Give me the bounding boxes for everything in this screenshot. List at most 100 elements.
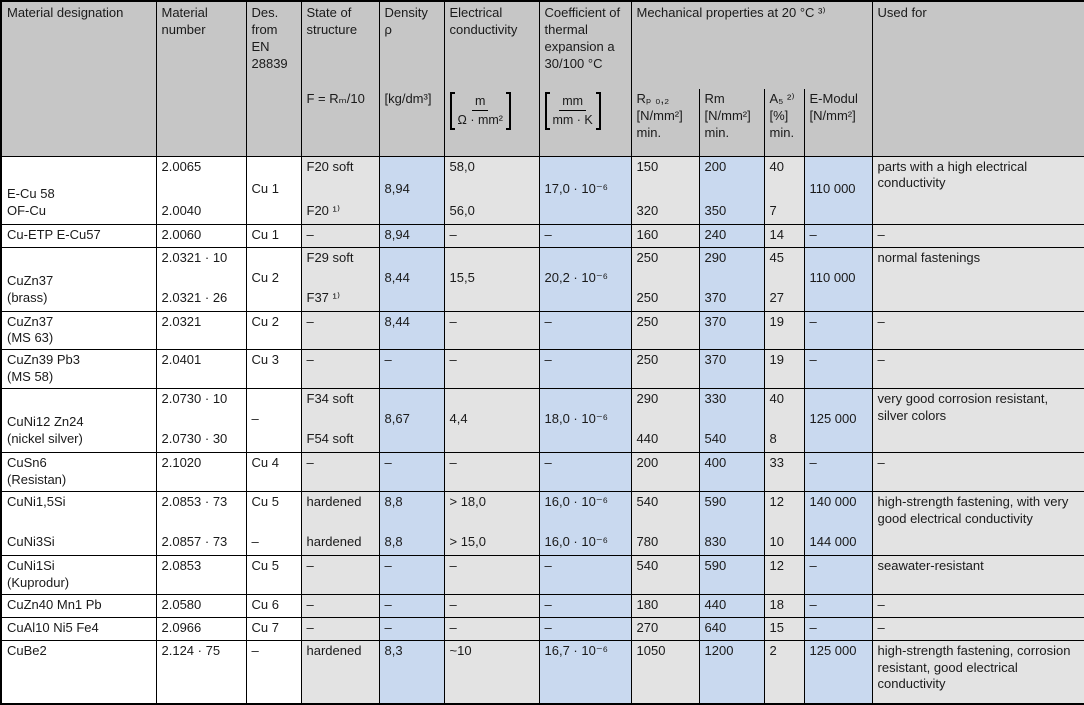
cell-rp02: 290 440 <box>630 388 700 454</box>
cell-rp02: 250 <box>630 310 700 351</box>
cell-text: 8,94 <box>384 226 410 242</box>
cell-density: – <box>378 554 445 595</box>
cell-text: 125 000 <box>809 411 857 427</box>
cell-text: 110 000 <box>809 180 856 196</box>
table-row: CuNi12 Zn24 (nickel silver) 2.0730 · 10 2.0… <box>0 388 1084 454</box>
cell-text: – <box>251 642 259 658</box>
header-row-titles: Material designation Material number Des… <box>0 0 1084 89</box>
table-row: CuAl10 Ni5 Fe4 2.0966 Cu 7 – – – – 270 640 15 – – <box>0 616 1084 641</box>
cell-text: OF-Cu <box>7 202 46 218</box>
cell-text: CuAl10 Ni5 Fe4 <box>7 619 99 635</box>
cell-rm: 590 830 <box>698 490 765 556</box>
header-spacer-designation <box>0 89 157 157</box>
cell-text: 160 <box>636 226 659 242</box>
cell-text: 12 <box>769 557 784 573</box>
cell-rm: 1200 <box>698 639 765 705</box>
cell-emodul: – <box>803 349 873 390</box>
cell-text: 14 <box>769 226 784 242</box>
cell-expansion: 17,0 · 10⁻⁶ <box>538 155 632 225</box>
cell-text: 780 <box>636 533 659 549</box>
cell-text: > 18,0 <box>449 493 487 509</box>
cell-des_en: Cu 6 <box>245 593 302 618</box>
header-spacer-des-en <box>245 89 302 157</box>
cell-des_en: Cu 5 – <box>245 490 302 556</box>
table-header: Material designation Material number Des… <box>0 0 1084 157</box>
cell-text: – <box>306 455 314 471</box>
cell-text: – <box>449 557 457 573</box>
cell-a5: 40 8 <box>763 388 805 454</box>
cell-text: (MS 58) <box>7 369 54 385</box>
cell-text: CuBe2 <box>7 642 47 658</box>
cell-text: – <box>251 411 259 427</box>
cell-used_for: normal fastenings <box>871 246 1084 312</box>
cell-text: – <box>306 313 314 329</box>
cell-designation: CuZn37 (MS 63) <box>0 310 157 351</box>
cell-text: 440 <box>636 431 659 447</box>
cell-text: high-strength fastening, corrosion resis… <box>877 642 1071 692</box>
cell-number: 2.0580 <box>155 593 247 618</box>
cell-state: F20 soft F20 ¹⁾ <box>300 155 380 225</box>
cell-rp02: 270 <box>630 616 700 641</box>
cell-text: 370 <box>704 289 727 305</box>
cell-text: (Resistan) <box>7 471 67 487</box>
cell-text: 2.0040 <box>161 202 202 218</box>
cell-des_en: Cu 1 <box>245 155 302 225</box>
cell-conductivity: – <box>443 310 540 351</box>
cell-a5: 45 27 <box>763 246 805 312</box>
cell-text: 58,0 <box>449 158 475 174</box>
right-bracket <box>505 92 511 130</box>
cell-text: CuZn37 <box>7 313 54 329</box>
cell-state: F34 soft F54 soft <box>300 388 380 454</box>
cell-text: 2.0065 <box>161 158 202 174</box>
cell-text: 240 <box>704 226 727 242</box>
cell-state: – <box>300 616 380 641</box>
cell-text: – <box>306 619 314 635</box>
cell-text: 2.124 · 75 <box>161 642 221 658</box>
cell-expansion: 16,7 · 10⁻⁶ <box>538 639 632 705</box>
cell-text: 18 <box>769 596 784 612</box>
cell-text: – <box>384 619 392 635</box>
cell-text: CuNi1Si <box>7 557 55 573</box>
cell-text: – <box>306 226 314 242</box>
cell-text: 2.0060 <box>161 226 202 242</box>
cell-text: 40 <box>769 391 784 407</box>
cell-state: F29 soft F37 ¹⁾ <box>300 246 380 312</box>
cell-a5: 19 <box>763 349 805 390</box>
cell-number: 2.0853 <box>155 554 247 595</box>
cell-conductivity: – <box>443 452 540 492</box>
cell-text: – <box>809 596 817 612</box>
cell-text: CuZn39 Pb3 <box>7 352 80 368</box>
cell-text: – <box>877 596 885 612</box>
cell-state: hardened hardened <box>300 490 380 556</box>
cell-text: 180 <box>636 596 659 612</box>
cell-rm: 370 <box>698 349 765 390</box>
cell-conductivity: – <box>443 616 540 641</box>
cell-text: – <box>449 313 457 329</box>
cell-text: 200 <box>704 158 727 174</box>
header-spacer-used-for <box>871 89 1084 157</box>
cell-number: 2.0730 · 10 2.0730 · 30 <box>155 388 247 454</box>
cell-text: 2.0401 <box>161 352 202 368</box>
header-unit-conductivity: m Ω · mm² <box>443 89 540 157</box>
cell-emodul: – <box>803 452 873 492</box>
cell-conductivity: – <box>443 593 540 618</box>
cell-text: – <box>544 313 552 329</box>
cell-des_en: Cu 4 <box>245 452 302 492</box>
cell-text: 16,7 · 10⁻⁶ <box>544 642 609 658</box>
cell-state: – <box>300 593 380 618</box>
cell-text: 1200 <box>704 642 734 658</box>
cell-text: 290 <box>704 249 727 265</box>
cell-conductivity: 58,0 56,0 <box>443 155 540 225</box>
cell-designation: Cu-ETP E-Cu57 <box>0 223 157 248</box>
cell-text: 540 <box>636 493 659 509</box>
cell-text: F54 soft <box>306 431 354 447</box>
table-row: CuBe2 2.124 · 75 – hardened 8,3 ~10 16,7 · 10⁻… <box>0 639 1084 705</box>
cell-text: 2.0321 · 26 <box>161 289 228 305</box>
table-row: CuNi1Si (Kuprodur) 2.0853 Cu 5– – – –540 590 12–… <box>0 554 1084 595</box>
cell-text: E-Cu 58 <box>7 185 55 201</box>
cell-text: 830 <box>704 533 727 549</box>
cell-text: F34 soft <box>306 391 354 407</box>
cell-rp02: 180 <box>630 593 700 618</box>
cell-designation: CuBe2 <box>0 639 157 705</box>
